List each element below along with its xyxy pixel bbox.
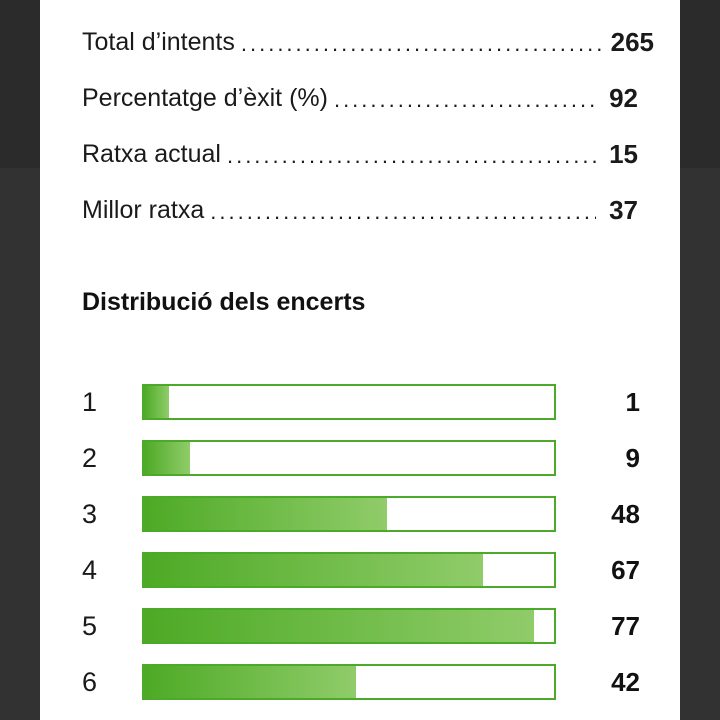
bar-fill: [144, 386, 169, 418]
bar-track: [142, 608, 556, 644]
bar-fill: [144, 442, 190, 474]
guess-number: 5: [82, 611, 98, 641]
bar-fill: [144, 554, 483, 586]
guess-count: 9: [625, 443, 640, 473]
distribution-row-5: 5 77: [82, 608, 640, 644]
guess-number: 3: [82, 499, 98, 529]
bar-track: [142, 440, 556, 476]
guess-number: 6: [82, 667, 98, 697]
bar-fill: [144, 666, 357, 698]
dot-leader: ........................................…: [210, 199, 596, 224]
statistics-card: Total d’intents ........................…: [40, 0, 680, 720]
guess-number: 1: [82, 387, 98, 417]
distribution-row-3: 3 48: [82, 496, 640, 532]
stat-current-streak: Ratxa actual ...........................…: [82, 134, 638, 174]
stat-max-streak: Millor ratxa ...........................…: [82, 190, 638, 230]
stat-label: Total d’intents: [82, 27, 235, 56]
bar-track: [142, 664, 556, 700]
stat-win-percentage: Percentatge d’èxit (%) .................…: [82, 78, 638, 118]
bar-fill: [144, 498, 387, 530]
bar-fill: [144, 610, 534, 642]
guess-number: 2: [82, 443, 98, 473]
guess-count: 42: [611, 667, 640, 697]
guess-count: 77: [611, 611, 640, 641]
stat-value: 15: [609, 138, 638, 169]
stat-value: 37: [609, 194, 638, 225]
distribution-row-6: 6 42: [82, 664, 640, 700]
distribution-row-4: 4 67: [82, 552, 640, 588]
distribution-row-2: 2 9: [82, 440, 640, 476]
dot-leader: ........................................…: [226, 143, 596, 168]
dot-leader: ........................................…: [240, 31, 605, 56]
stat-value: 92: [609, 82, 638, 113]
stat-label: Ratxa actual: [82, 139, 221, 168]
guess-count: 48: [611, 499, 640, 529]
guess-number: 4: [82, 555, 98, 585]
guess-count: 67: [611, 555, 640, 585]
distribution-title: Distribució dels encerts: [82, 288, 366, 316]
stat-total-attempts: Total d’intents ........................…: [82, 22, 654, 62]
stat-label: Percentatge d’èxit (%): [82, 83, 328, 112]
guess-count: 1: [625, 387, 640, 417]
dot-leader: ........................................…: [333, 87, 596, 112]
stat-value: 265: [610, 26, 654, 57]
distribution-row-1: 1 1: [82, 384, 640, 420]
bar-track: [142, 496, 556, 532]
bar-track: [142, 384, 556, 420]
bar-track: [142, 552, 556, 588]
stat-label: Millor ratxa: [82, 195, 205, 224]
